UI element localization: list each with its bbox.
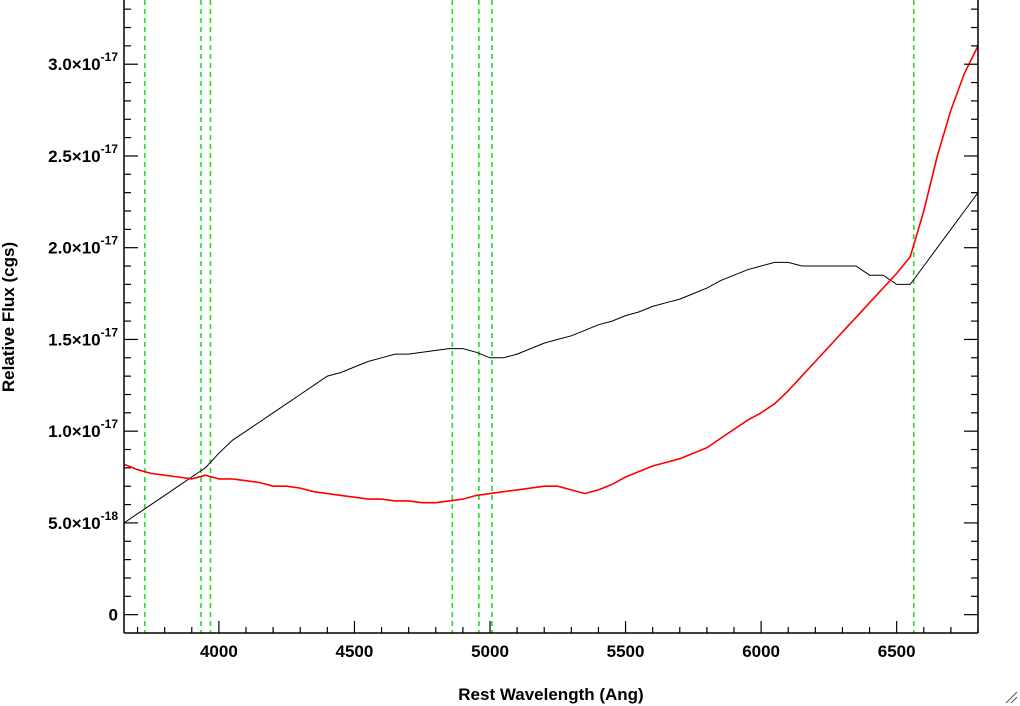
y-axis-label: Relative Flux (cgs) — [0, 242, 18, 392]
x-tick-label: 6500 — [878, 642, 916, 661]
y-tick-exponent: -17 — [101, 234, 119, 248]
x-tick-label: 6000 — [742, 642, 780, 661]
y-tick-exponent: -17 — [101, 417, 119, 431]
y-tick-label: 0 — [109, 606, 118, 625]
y-tick-exponent: -17 — [101, 50, 119, 64]
y-tick-exponent: -17 — [101, 142, 119, 156]
y-tick-exponent: -18 — [101, 509, 119, 523]
x-tick-label: 4000 — [200, 642, 238, 661]
x-axis-label: Rest Wavelength (Ang) — [458, 685, 643, 704]
reference-line-group — [144, 0, 915, 633]
observed-spectrum-line — [124, 192, 978, 524]
error-spectrum-line — [124, 45, 978, 504]
series-group — [124, 45, 978, 524]
x-tick-label: 5000 — [471, 642, 509, 661]
x-tick-label: 5500 — [607, 642, 645, 661]
x-tick-label: 4500 — [336, 642, 374, 661]
y-tick-exponent: -17 — [101, 325, 119, 339]
resize-grip-icon[interactable] — [1004, 690, 1018, 704]
